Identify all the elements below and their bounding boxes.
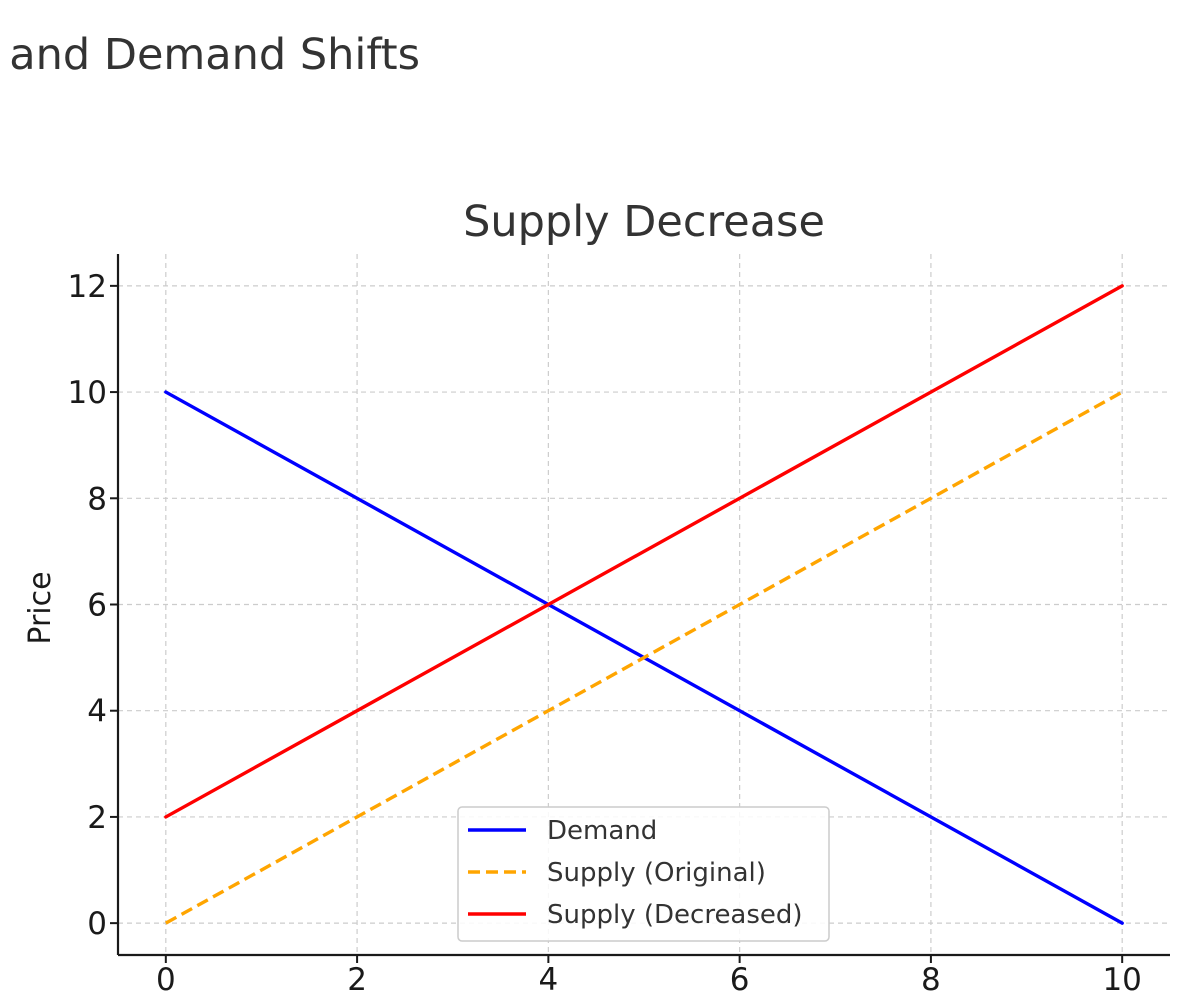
series-line-1 xyxy=(164,390,1124,925)
x-tick-label: 4 xyxy=(538,962,558,998)
legend-label-2: Supply (Decreased) xyxy=(547,900,803,930)
legend-label-0: Demand xyxy=(547,816,657,846)
x-tick-label: 6 xyxy=(730,962,750,998)
y-tick-label: 8 xyxy=(87,481,107,517)
figure-title: Supply and Demand Shifts xyxy=(0,30,420,80)
legend-label-1: Supply (Original) xyxy=(547,858,766,888)
y-axis-label: Price xyxy=(23,571,58,644)
x-tick-label: 2 xyxy=(347,962,367,998)
series-lines xyxy=(164,284,1124,925)
y-tick-label: 12 xyxy=(68,269,107,305)
x-tick-label: 10 xyxy=(1102,962,1141,998)
legend-frame xyxy=(457,806,830,942)
axes xyxy=(110,254,1170,963)
y-tick-label: 0 xyxy=(87,906,107,942)
x-tick-label: 8 xyxy=(921,962,941,998)
y-tick-label: 10 xyxy=(68,375,107,411)
y-tick-label: 4 xyxy=(87,694,107,730)
legend: Demand Supply (Original) Supply (Decreased… xyxy=(457,806,830,942)
y-tick-label: 2 xyxy=(87,800,107,836)
tick-labels: 0 2 4 6 8 10 0 2 4 6 8 10 12 xyxy=(68,269,1142,998)
chart-title: Supply Decrease xyxy=(463,197,825,247)
y-tick-label: 6 xyxy=(87,588,107,624)
x-tick-label: 0 xyxy=(156,962,176,998)
series-line-2 xyxy=(164,284,1124,819)
